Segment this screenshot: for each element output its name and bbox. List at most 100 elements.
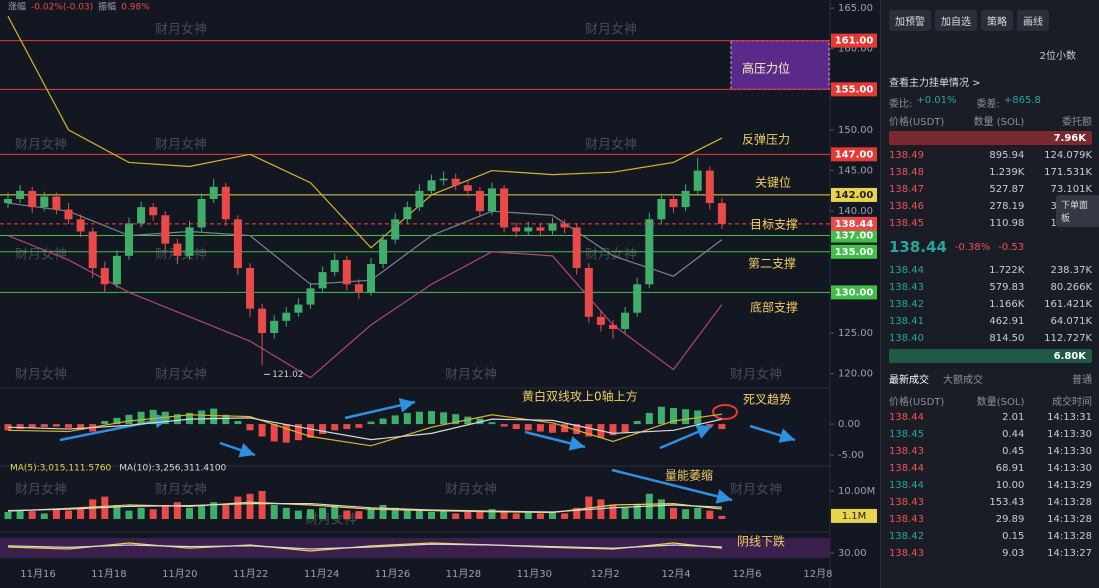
indicator-line: [7, 413, 722, 447]
macd-bar: [621, 424, 629, 433]
table-row[interactable]: 138.44 68.91 14:13:30: [881, 460, 1099, 477]
macd-bar: [137, 411, 145, 425]
volume-bar: [222, 504, 230, 519]
macd-bar: [512, 424, 520, 430]
toolbar-button[interactable]: 画线: [1017, 10, 1049, 31]
candle-body: [584, 268, 593, 317]
ask-total: 7.96K: [889, 131, 1092, 145]
candle-body: [463, 185, 472, 191]
watermark: 财月女神: [15, 367, 67, 383]
table-row[interactable]: 138.42 1.166K 161.421K: [881, 296, 1099, 313]
table-row[interactable]: 价格(USDT) 数量 (SOL) 委托额: [881, 112, 1099, 129]
filter: 普通: [1072, 375, 1092, 386]
trade-tab[interactable]: 最新成交: [889, 375, 929, 386]
cell: 9.03: [1002, 548, 1025, 559]
table-row[interactable]: 138.43 0.45 14:13:30: [881, 443, 1099, 460]
candle-body: [125, 223, 133, 256]
table-row[interactable]: 138.43 29.89 14:13:28: [881, 511, 1099, 528]
macd-bar: [682, 409, 690, 425]
table-row[interactable]: 138.45 0.44 14:13:30: [881, 426, 1099, 443]
macd-bar: [379, 418, 387, 425]
macd-bar: [415, 411, 423, 425]
volume-bar: [173, 502, 181, 519]
table-row[interactable]: 138.47 527.87 73.101K: [881, 181, 1099, 198]
y-tick-label: 160.00: [838, 44, 873, 55]
table-row[interactable]: 138.42 0.15 14:13:28: [881, 528, 1099, 545]
cell: 数量 (SOL): [973, 117, 1025, 128]
table-row[interactable]: 价格(USDT) 数量(SOL) 成交时间: [881, 392, 1099, 409]
trade-tabs[interactable]: 最新成交 大额成交 普通: [881, 365, 1099, 392]
cell: 138.47: [889, 184, 924, 195]
header-item: -0.02%(-0.03): [31, 3, 93, 13]
macd-bar: [452, 414, 460, 425]
candle-body: [717, 203, 726, 224]
y-tick-label: 120.00: [838, 369, 873, 380]
last-price-label: 138.44: [835, 219, 874, 230]
table-row[interactable]: 138.43 153.43 14:13:28: [881, 494, 1099, 511]
candle-body: [633, 284, 642, 313]
cell: 14:13:29: [1047, 480, 1093, 491]
header-item: 涨幅: [8, 1, 26, 13]
table-row[interactable]: 138.48 1.239K 171.531K: [881, 164, 1099, 181]
macd-bar: [4, 424, 12, 431]
toolbar-button[interactable]: 加自选: [935, 10, 977, 31]
ratio-label: 委比:: [889, 99, 913, 110]
trade-tab[interactable]: 大额成交: [943, 375, 983, 386]
cell: 138.44: [889, 480, 924, 491]
level-label: 147.00: [835, 149, 874, 160]
volume-bar: [536, 513, 544, 519]
x-tick-label: 11月16: [20, 568, 55, 580]
header-item: 振幅: [98, 1, 116, 13]
candle-body: [246, 268, 254, 309]
y-tick-label: 30.00: [838, 548, 867, 559]
macd-bar: [718, 424, 726, 430]
table-row[interactable]: 138.49 895.94 124.079K: [881, 147, 1099, 164]
volume-bar: [500, 510, 508, 519]
table-row[interactable]: 138.41 462.91 64.071K: [881, 313, 1099, 330]
macd-bar: [40, 424, 48, 428]
cell: 895.94: [989, 150, 1025, 161]
level-tag: [831, 228, 877, 243]
macd-bar: [101, 420, 109, 425]
table-row[interactable]: 138.44 10.00 14:13:29: [881, 477, 1099, 494]
annotation: 黄白双线攻上0轴上方: [522, 389, 638, 404]
x-tick-label: 12月6: [732, 568, 761, 580]
macd-bar: [670, 407, 677, 425]
table-row[interactable]: 138.44 1.722K 238.37K: [881, 262, 1099, 279]
candle-body: [294, 304, 303, 313]
candle-body: [645, 219, 654, 285]
cell: 数量(SOL): [976, 397, 1025, 408]
cell: 138.40: [889, 333, 924, 344]
candle-body: [306, 288, 315, 305]
toolbar-button[interactable]: 加预警: [889, 10, 931, 31]
candle-body: [197, 198, 206, 228]
watermark: 财月女神: [445, 367, 497, 383]
x-tick-label: 11月24: [304, 568, 339, 580]
volume-bar: [65, 510, 72, 519]
macd-bar: [391, 415, 399, 425]
candle-body: [705, 170, 714, 204]
volume-bar: [246, 493, 254, 519]
y-tick-label: 165.00: [838, 3, 873, 14]
annotation: 死叉趋势: [743, 393, 791, 407]
volume-bar: [319, 507, 327, 519]
volume-bar: [609, 504, 617, 519]
macd-bar: [573, 424, 581, 435]
macd-bar: [28, 424, 36, 428]
volume-bar: [682, 509, 690, 519]
watermark: 财月女神: [585, 137, 637, 153]
indicator-line: [7, 15, 723, 249]
table-row[interactable]: 138.44 2.01 14:13:31: [881, 409, 1099, 426]
toolbar-button[interactable]: 策略: [981, 10, 1013, 31]
candle-body: [548, 223, 557, 231]
candle-body: [318, 272, 327, 289]
macd-bar: [161, 411, 169, 425]
macd-bar: [343, 424, 351, 430]
table-row[interactable]: 138.43 579.83 80.266K: [881, 279, 1099, 296]
candle-body: [64, 209, 73, 220]
table-row[interactable]: 138.40 814.50 112.727K: [881, 330, 1099, 347]
volume-bar: [573, 507, 581, 519]
volume-bar: [4, 511, 12, 519]
table-row[interactable]: 138.43 9.03 14:13:27: [881, 545, 1099, 562]
cell: 14:13:28: [1047, 514, 1093, 525]
